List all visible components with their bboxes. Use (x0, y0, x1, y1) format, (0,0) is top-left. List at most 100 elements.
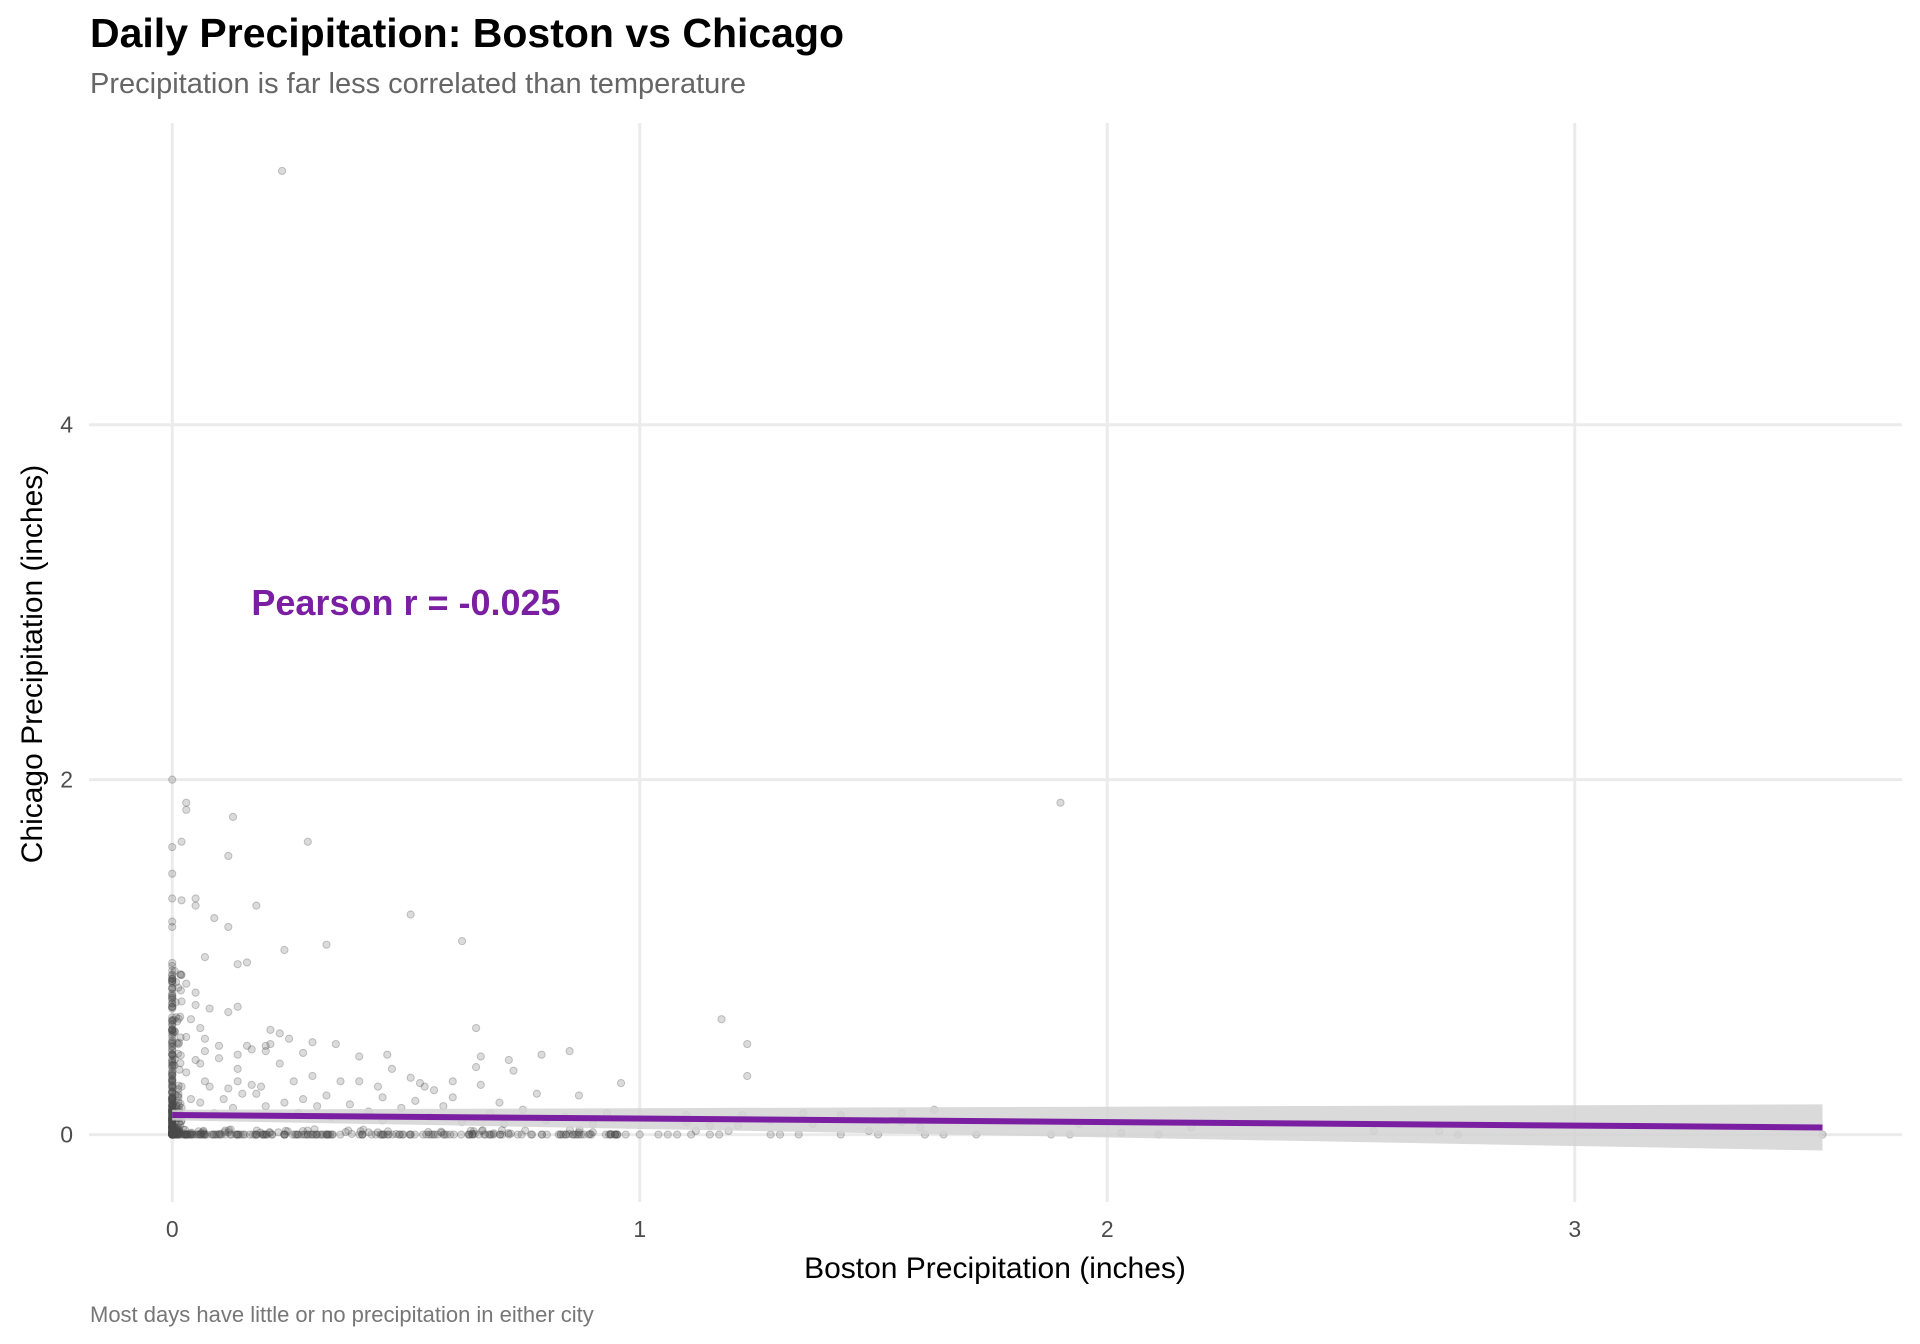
data-point (188, 1130, 197, 1139)
data-point (185, 1130, 195, 1139)
data-point (168, 974, 177, 983)
data-point (252, 1130, 261, 1139)
data-point (478, 1126, 487, 1135)
data-point (168, 1050, 177, 1059)
data-point (173, 1127, 183, 1136)
data-point (240, 1130, 249, 1139)
data-point (168, 1127, 177, 1136)
data-point (196, 1059, 205, 1068)
data-point (170, 966, 179, 976)
data-point (174, 1085, 183, 1094)
data-point (169, 1015, 178, 1025)
data-point (168, 1129, 177, 1138)
data-point (328, 1130, 337, 1139)
data-point (233, 1130, 242, 1139)
data-point (168, 989, 177, 998)
data-point (220, 1128, 229, 1137)
data-point (383, 1050, 392, 1059)
data-point (387, 1064, 397, 1073)
data-point (406, 910, 415, 919)
data-point (233, 960, 242, 969)
data-point (173, 1049, 183, 1058)
data-point (418, 1130, 428, 1139)
data-point (373, 1082, 383, 1091)
data-point (182, 798, 191, 807)
data-point (489, 1129, 498, 1138)
data-point (168, 999, 177, 1008)
data-point (573, 1130, 582, 1139)
data-point (168, 1074, 177, 1083)
data-point (168, 1129, 177, 1138)
data-point (410, 1130, 419, 1139)
data-point (554, 1130, 563, 1139)
data-point (168, 1127, 177, 1136)
data-point (358, 1130, 367, 1139)
data-point (266, 1039, 275, 1049)
data-point (168, 1128, 177, 1137)
data-point (168, 979, 177, 988)
data-point (299, 1048, 308, 1058)
data-point (168, 1076, 177, 1085)
data-point (606, 1129, 615, 1139)
data-point (168, 1097, 177, 1107)
data-point (168, 1077, 177, 1086)
y-axis-ticks: 0 2 4 (60, 412, 73, 1148)
data-point (242, 958, 252, 967)
data-point (169, 1130, 178, 1139)
data-point (384, 1130, 393, 1139)
x-axis-ticks: 0 1 2 3 (166, 1216, 1581, 1242)
data-point (170, 1122, 179, 1131)
data-point (173, 1128, 182, 1137)
data-point (168, 1129, 177, 1138)
data-point (496, 1130, 505, 1139)
data-point (173, 1092, 182, 1101)
data-point (288, 1130, 297, 1139)
data-point (611, 1130, 620, 1139)
data-point (168, 1127, 178, 1137)
data-point (168, 1126, 178, 1136)
data-point (367, 1130, 376, 1139)
data-point (168, 1128, 177, 1138)
data-point (168, 1122, 177, 1131)
data-point (437, 1128, 446, 1137)
data-point (279, 1130, 289, 1139)
data-point (168, 1130, 177, 1139)
data-point (673, 1130, 682, 1139)
data-point (303, 1130, 312, 1139)
data-point (467, 1130, 477, 1139)
data-point (174, 1128, 183, 1137)
data-point (168, 976, 177, 986)
data-point (172, 1130, 181, 1139)
data-point (168, 1097, 177, 1107)
data-point (172, 1126, 181, 1136)
data-point (168, 983, 177, 993)
data-point (766, 1130, 775, 1139)
data-point (169, 1083, 178, 1092)
data-point (191, 1055, 200, 1065)
data-point (233, 1050, 242, 1059)
data-point (169, 1130, 178, 1139)
data-point (297, 1130, 306, 1139)
data-point (168, 1126, 177, 1135)
data-point (280, 1130, 289, 1139)
data-point (168, 1129, 177, 1138)
data-point (474, 1130, 483, 1139)
data-point (168, 1123, 177, 1132)
data-point (182, 979, 191, 988)
data-point (457, 937, 467, 946)
data-point (262, 1130, 271, 1139)
data-point (168, 1120, 177, 1130)
data-point (466, 1126, 475, 1135)
data-point (168, 1016, 177, 1025)
data-point (168, 1129, 177, 1139)
data-point (168, 1128, 177, 1137)
data-point (429, 1086, 439, 1095)
data-point (537, 1050, 546, 1059)
data-point (187, 1128, 196, 1137)
data-point (168, 1068, 177, 1077)
data-point (168, 1118, 177, 1128)
data-point (168, 1130, 177, 1139)
data-point (214, 1130, 223, 1139)
data-point (168, 1016, 177, 1025)
data-point (168, 1071, 177, 1080)
